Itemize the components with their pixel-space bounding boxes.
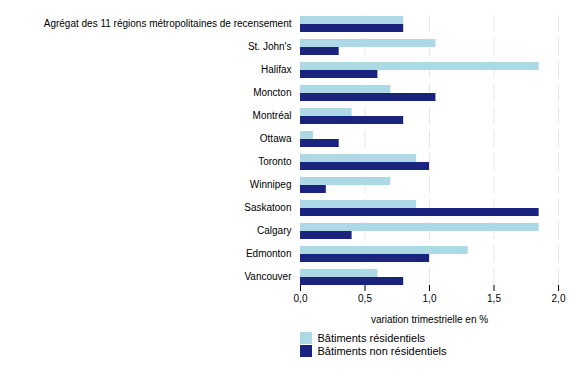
svg-text:Vancouver: Vancouver: [244, 271, 292, 282]
svg-text:Halifax: Halifax: [261, 64, 292, 75]
svg-text:0,5: 0,5: [358, 293, 372, 304]
svg-text:Toronto: Toronto: [258, 156, 292, 167]
html-text:Bâtiments non résidentiels: Bâtiments non résidentiels: [317, 345, 447, 357]
svg-text:Agrégat des 11 régions métropo: Agrégat des 11 régions métropolitaines d…: [44, 18, 292, 29]
svg-text:Montréal: Montréal: [253, 110, 292, 121]
html-text:Bâtiments résidentiels: Bâtiments résidentiels: [317, 332, 426, 344]
svg-text:Saskatoon: Saskatoon: [244, 202, 291, 213]
svg-text:Calgary: Calgary: [257, 225, 291, 236]
svg-text:Edmonton: Edmonton: [246, 248, 292, 259]
svg-text:2,0: 2,0: [552, 293, 566, 304]
svg-text:variation trimestrielle en %: variation trimestrielle en %: [371, 314, 488, 325]
svg-text:Ottawa: Ottawa: [260, 133, 292, 144]
svg-text:St. John's: St. John's: [248, 41, 292, 52]
svg-text:1,5: 1,5: [487, 293, 501, 304]
svg-text:0,0: 0,0: [294, 293, 308, 304]
svg-text:Winnipeg: Winnipeg: [250, 179, 292, 190]
svg-text:1,0: 1,0: [423, 293, 437, 304]
svg-text:Moncton: Moncton: [253, 87, 291, 98]
